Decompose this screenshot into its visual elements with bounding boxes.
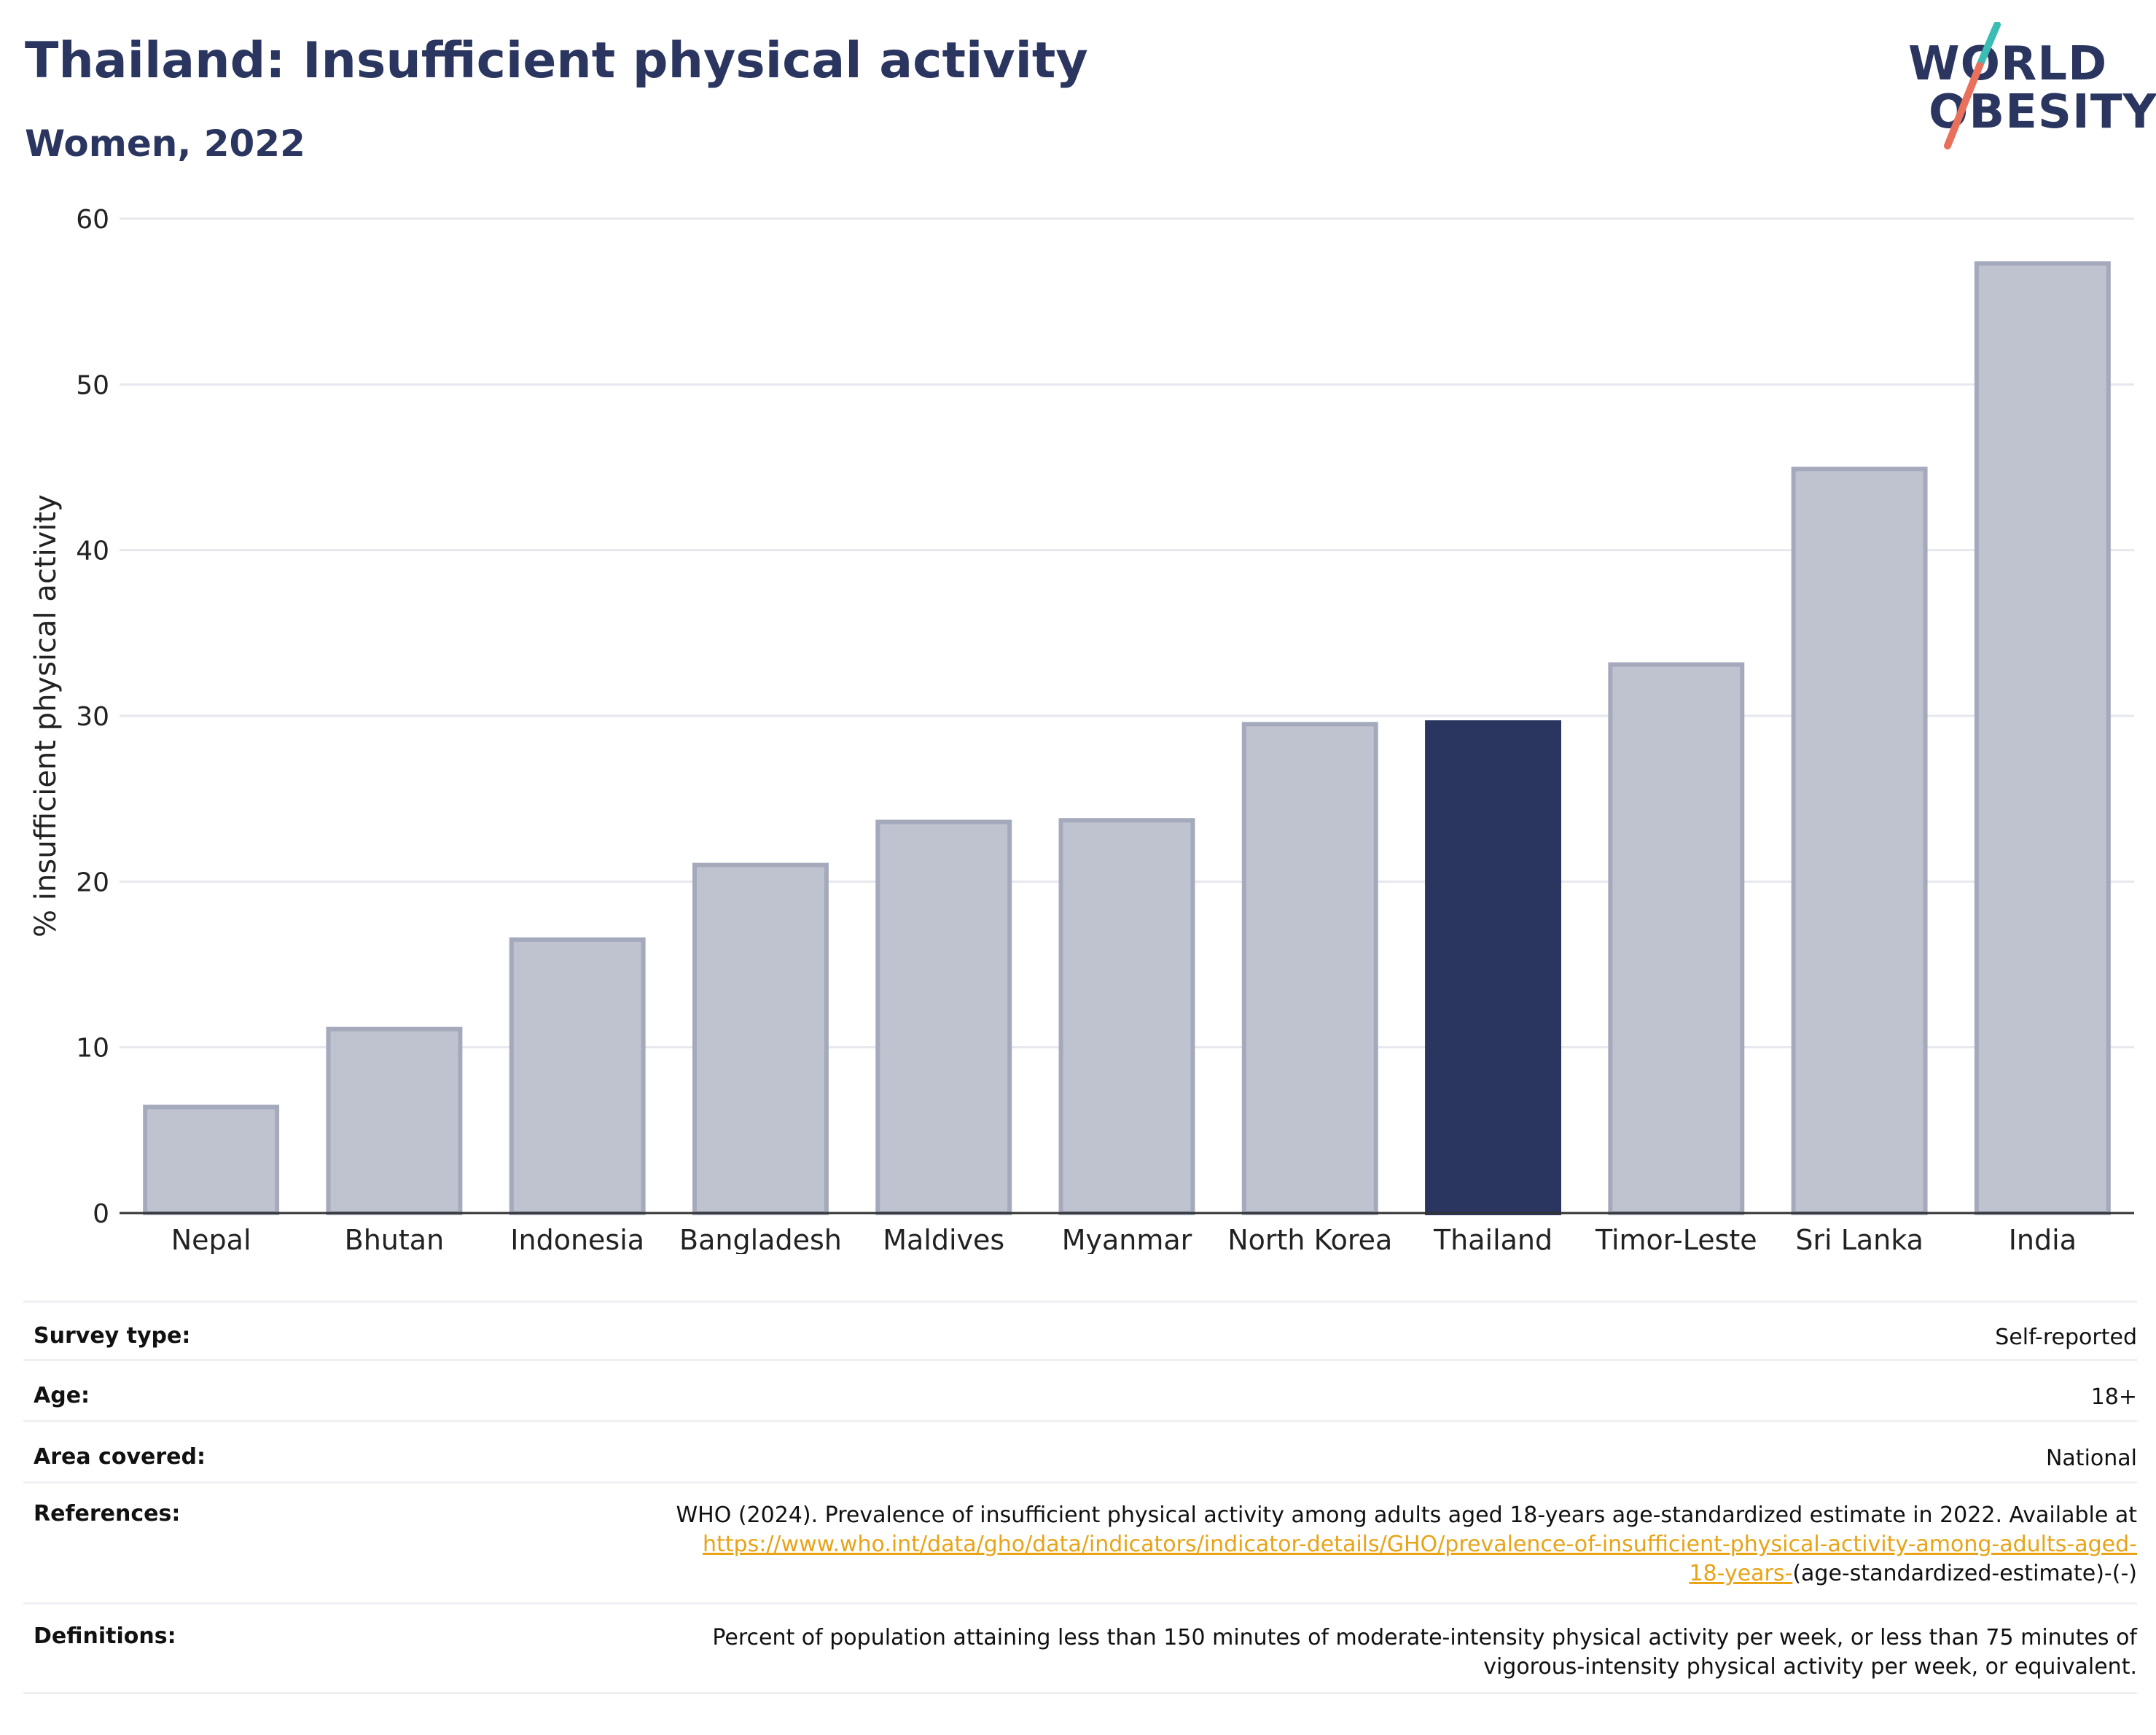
x-tick-label: Bangladesh [679, 1224, 842, 1254]
bar-india [1974, 261, 2111, 1215]
info-row-age: Age: 18+ [23, 1359, 2137, 1420]
references-suffix: (age-standardized-estimate)-(-) [1792, 1561, 2137, 1586]
world-obesity-logo: WORLD OBESITY [1895, 22, 2156, 153]
y-tick-label: 60 [76, 205, 109, 235]
bar-thailand [1425, 720, 1562, 1215]
x-tick-label: Indonesia [510, 1224, 644, 1254]
y-tick-label: 50 [76, 370, 109, 400]
survey-type-value: Self-reported [1995, 1325, 2137, 1350]
references-label: References: [34, 1501, 181, 1527]
age-value: 18+ [2090, 1384, 2137, 1410]
definitions-label: Definitions: [34, 1623, 176, 1649]
x-tick-label: Thailand [1433, 1224, 1552, 1254]
x-tick-label: Myanmar [1062, 1224, 1192, 1254]
area-value: National [2045, 1446, 2137, 1471]
age-label: Age: [34, 1383, 90, 1408]
definitions-line1: Percent of population attaining less tha… [712, 1625, 2137, 1650]
x-tick-label: Timor-Leste [1595, 1224, 1757, 1254]
bar-north-korea [1241, 722, 1378, 1215]
references-value: WHO (2024). Prevalence of insufficient p… [461, 1501, 2137, 1588]
chart-subtitle: Women, 2022 [25, 122, 305, 165]
definitions-value: Percent of population attaining less tha… [461, 1623, 2137, 1682]
y-tick-label: 0 [93, 1199, 109, 1229]
x-tick-label: Bhutan [345, 1224, 445, 1254]
bar-indonesia [509, 937, 646, 1216]
info-table: Survey type: Self-reported Age: 18+ Area… [23, 1301, 2137, 1694]
bar-maldives [875, 819, 1012, 1215]
info-row-references: References: WHO (2024). Prevalence of in… [23, 1481, 2137, 1602]
survey-type-label: Survey type: [34, 1323, 191, 1349]
y-tick-label: 30 [76, 702, 109, 732]
references-text: WHO (2024). Prevalence of insufficient p… [676, 1502, 2137, 1528]
references-link-cont[interactable]: 18-years- [1689, 1561, 1793, 1586]
area-label: Area covered: [34, 1444, 206, 1470]
x-tick-label: Nepal [171, 1224, 251, 1254]
x-tick-label: India [2009, 1224, 2077, 1254]
info-row-area: Area covered: National [23, 1420, 2137, 1481]
logo-slash-icon [1944, 22, 2001, 149]
y-tick-label: 40 [76, 537, 109, 566]
info-row-survey-type: Survey type: Self-reported [23, 1301, 2137, 1359]
y-axis-label: % insufficient physical activity [29, 494, 63, 937]
x-tick-label: Sri Lanka [1795, 1224, 1923, 1254]
references-link[interactable]: https://www.who.int/data/gho/data/indica… [703, 1532, 2137, 1557]
bar-myanmar [1058, 818, 1195, 1215]
bar-nepal [143, 1104, 280, 1216]
bar-bhutan [326, 1026, 463, 1216]
definitions-line2: vigorous-intensity physical activity per… [1483, 1654, 2137, 1680]
logo-text-world: WORLD [1908, 37, 2108, 91]
x-tick-label: North Korea [1227, 1224, 1392, 1254]
chart-title: Thailand: Insufficient physical activity [25, 32, 1088, 90]
y-tick-label: 10 [76, 1034, 109, 1064]
bar-sri-lanka [1791, 467, 1928, 1216]
bar-chart: 0 10 20 30 40 50 60 % insufficient physical act… [29, 205, 2134, 1254]
bar-bangladesh [692, 862, 829, 1215]
y-tick-label: 20 [76, 868, 109, 897]
bar-timor-leste [1608, 662, 1745, 1215]
x-tick-label: Maldives [883, 1224, 1004, 1254]
info-row-definitions: Definitions: Percent of population attai… [23, 1602, 2137, 1694]
